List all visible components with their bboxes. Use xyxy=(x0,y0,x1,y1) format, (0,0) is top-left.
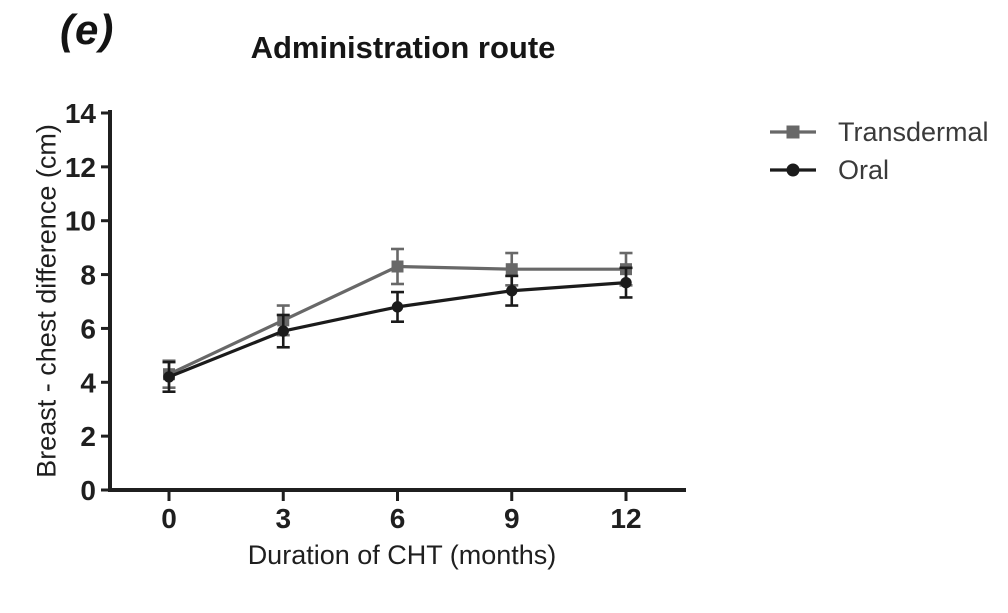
y-tick-label: 14 xyxy=(65,98,97,129)
data-point-circle-oral xyxy=(277,325,289,337)
x-tick-label: 9 xyxy=(504,503,520,534)
x-tick-label: 3 xyxy=(275,503,291,534)
x-tick-label: 0 xyxy=(161,503,177,534)
y-tick-label: 0 xyxy=(80,475,96,506)
data-point-circle-oral xyxy=(163,371,175,383)
panel-label: (e) xyxy=(60,6,115,53)
data-point-circle-oral xyxy=(391,301,404,313)
y-tick-label: 12 xyxy=(65,152,96,183)
y-tick-label: 10 xyxy=(65,206,96,237)
y-tick-label: 4 xyxy=(80,367,96,398)
legend-label-transdermal: Transdermal xyxy=(838,116,989,147)
legend-item-transdermal: Transdermal xyxy=(770,116,989,147)
data-point-circle-oral xyxy=(506,285,518,297)
circle-marker-line-icon xyxy=(770,163,816,177)
legend-label-oral: Oral xyxy=(838,154,890,185)
y-tick-label: 2 xyxy=(80,421,96,452)
chart-title: Administration route xyxy=(250,30,556,65)
square-marker-line-icon xyxy=(770,125,816,139)
x-axis-label: Duration of CHT (months) xyxy=(247,540,557,570)
legend: Transdermal Oral xyxy=(770,116,989,185)
x-tick-label: 12 xyxy=(610,503,641,534)
y-tick-label: 8 xyxy=(80,260,96,291)
data-point-circle-oral xyxy=(620,276,632,289)
data-point-square-transdermal xyxy=(391,260,404,273)
y-tick-label: 6 xyxy=(80,313,96,344)
data-point-square-transdermal xyxy=(505,263,518,276)
x-tick-label: 6 xyxy=(390,503,406,534)
legend-item-oral: Oral xyxy=(770,154,989,185)
